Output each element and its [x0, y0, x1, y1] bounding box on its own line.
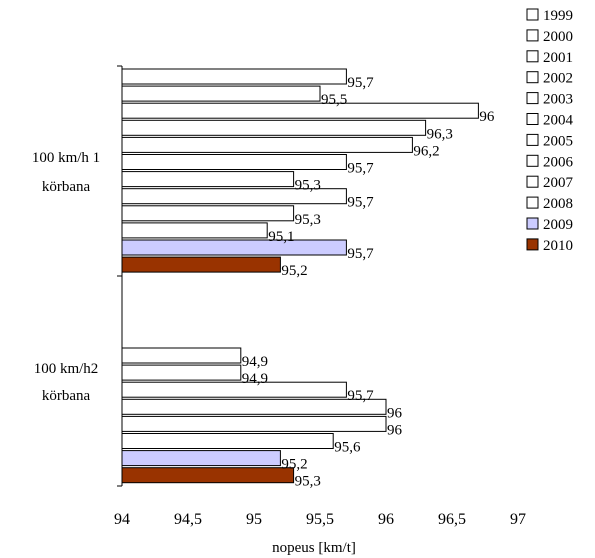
bar-two-lane-2004: [121, 433, 334, 449]
legend-label-2001: 2001: [543, 50, 573, 66]
x-tick-label: 95,5: [306, 511, 334, 528]
data-label-two-lane-2004: 95,6: [334, 440, 361, 456]
category-label-two-lane: körbana: [42, 388, 91, 404]
legend-swatch-2006: [526, 154, 539, 167]
legend-label-2003: 2003: [543, 92, 573, 108]
data-label-one-lane-2006: 95,7: [347, 195, 374, 211]
bar-two-lane-2003: [121, 415, 387, 432]
bar-one-lane-2001: [121, 102, 479, 119]
legend-label-2006: 2006: [543, 154, 574, 170]
data-labels-layer: 95,795,59696,396,295,795,395,795,395,195…: [242, 75, 495, 490]
legend-swatch-2010: [526, 238, 539, 251]
bar-one-lane-1999: [121, 68, 347, 85]
legend-swatch-2005: [526, 133, 539, 146]
bar-one-lane-2004: [121, 154, 347, 170]
legend-swatch-2001: [526, 50, 539, 63]
category-label-one-lane: 100 km/h 1: [32, 150, 100, 166]
legend-swatch-2004: [526, 113, 539, 125]
legend-label-2009: 2009: [543, 217, 573, 233]
legend-swatch-2002: [526, 71, 539, 84]
legend-label-1999: 1999: [543, 8, 573, 24]
legend-label-2000: 2000: [543, 29, 573, 45]
legend-swatch-2000: [526, 29, 539, 42]
bar-two-lane-2002: [121, 398, 387, 415]
legend-label-2005: 2005: [543, 133, 573, 149]
bar-one-lane-2008: [121, 222, 268, 239]
legend-label-2008: 2008: [543, 196, 573, 212]
data-label-one-lane-2008: 95,1: [268, 229, 294, 245]
category-label-one-lane: körbana: [42, 179, 91, 195]
category-labels-layer: 100 km/h 1 körbana 100 km/h2 körbana: [32, 150, 100, 404]
x-tick-label: 95: [246, 511, 262, 528]
legend-label-2010: 2010: [543, 238, 573, 254]
bar-one-lane-2002: [121, 119, 427, 136]
legend: 1999 2000 2001 2002 2003 2004 2005 2006 2007 2008…: [522, 0, 595, 282]
bar-one-lane-2000: [121, 85, 321, 102]
x-tick-label: 97: [510, 511, 526, 528]
bar-one-lane-2003: [121, 136, 413, 153]
x-tick-label: 96: [378, 511, 394, 528]
data-label-two-lane-2002: 96: [387, 405, 403, 421]
legend-label-2004: 2004: [543, 113, 574, 129]
legend-swatch-2007: [526, 175, 539, 188]
legend-swatch-2003: [526, 92, 539, 105]
data-label-one-lane-2004: 95,7: [347, 161, 374, 177]
data-label-one-lane-2002: 96,3: [427, 126, 453, 142]
data-label-two-lane-2001: 95,7: [347, 388, 374, 404]
data-label-one-lane-2009: 95,7: [347, 246, 374, 262]
bar-two-lane-1999: [121, 347, 242, 364]
category-label-two-lane: 100 km/h2: [34, 361, 99, 377]
x-tick-label: 94,5: [174, 511, 202, 528]
data-label-two-lane-2000: 94,9: [242, 371, 268, 387]
data-label-two-lane-1999: 94,9: [242, 354, 268, 370]
x-axis-title: nopeus [km/t]: [272, 540, 356, 556]
data-label-one-lane-1999: 95,7: [347, 75, 374, 91]
legend-label-2002: 2002: [543, 71, 573, 87]
bar-one-lane-2010: [121, 256, 281, 273]
legend-label-2007: 2007: [543, 175, 574, 191]
bar-two-lane-2010: [121, 467, 295, 484]
bar-one-lane-2009: [121, 239, 347, 256]
data-label-two-lane-2009: 95,2: [281, 457, 307, 473]
bar-one-lane-2007: [121, 205, 295, 222]
x-tick-label: 96,5: [438, 511, 466, 528]
axis-layer: 94 94,5 95 95,5 96 96,5 97: [114, 65, 526, 528]
bar-two-lane-2000: [121, 364, 242, 381]
x-tick-label: 94: [114, 511, 130, 528]
data-label-one-lane-2005: 95,3: [295, 178, 321, 194]
bar-two-lane-2001: [121, 381, 347, 398]
data-label-one-lane-2007: 95,3: [295, 212, 321, 228]
bar-two-lane-2009: [121, 450, 281, 467]
data-label-two-lane-2010: 95,3: [295, 474, 321, 490]
legend-swatch-1999: [526, 8, 539, 21]
legend-swatch-2008: [526, 196, 539, 209]
data-label-one-lane-2010: 95,2: [281, 263, 307, 279]
bar-one-lane-2005: [121, 171, 295, 188]
data-label-one-lane-2000: 95,5: [321, 92, 347, 108]
legend-swatch-2009: [526, 217, 539, 230]
data-label-one-lane-2003: 96,2: [413, 143, 439, 159]
data-label-one-lane-2001: 96: [479, 109, 495, 125]
data-label-two-lane-2003: 96: [387, 422, 403, 438]
